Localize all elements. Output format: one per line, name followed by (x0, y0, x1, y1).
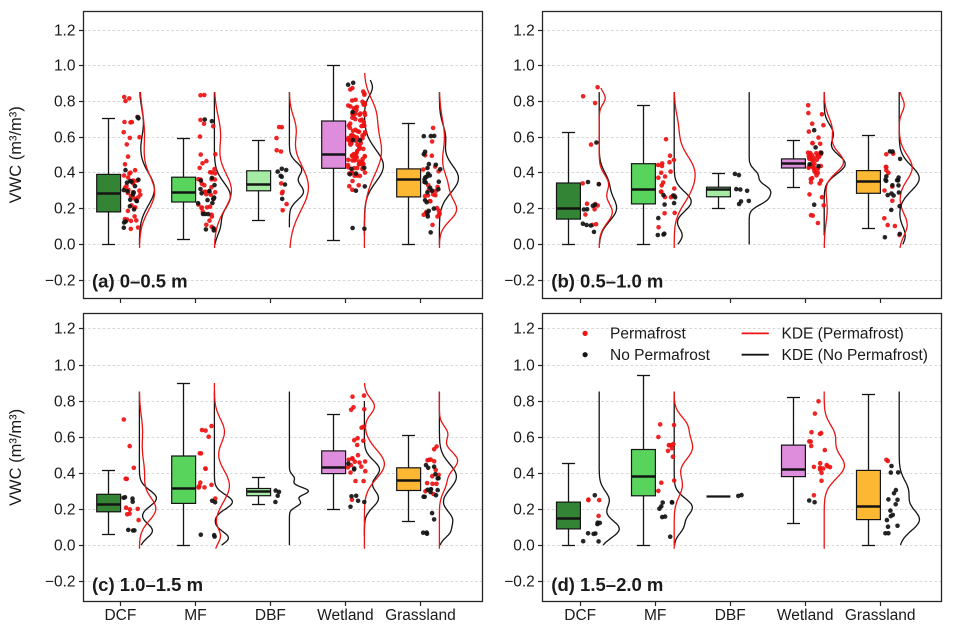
svg-text:0.6: 0.6 (513, 430, 535, 447)
svg-text:DBF: DBF (255, 607, 286, 624)
svg-text:MF: MF (184, 607, 206, 624)
svg-text:1.0: 1.0 (54, 58, 76, 75)
svg-text:KDE (No Permafrost): KDE (No Permafrost) (782, 347, 928, 364)
svg-text:0.2: 0.2 (54, 201, 76, 218)
svg-text:1.0: 1.0 (513, 358, 535, 375)
svg-text:(b) 0.5–1.0 m: (b) 0.5–1.0 m (551, 271, 663, 292)
svg-text:Wetland: Wetland (777, 607, 834, 624)
svg-text:0.0: 0.0 (513, 538, 535, 555)
svg-text:(c) 1.0–1.5 m: (c) 1.0–1.5 m (92, 574, 203, 595)
svg-text:0.8: 0.8 (54, 394, 76, 411)
svg-text:1.2: 1.2 (513, 23, 535, 40)
svg-text:0.0: 0.0 (513, 237, 535, 254)
svg-text:0.2: 0.2 (513, 201, 535, 218)
svg-text:−0.2: −0.2 (45, 574, 76, 591)
svg-text:1.2: 1.2 (54, 321, 76, 338)
svg-text:−0.2: −0.2 (45, 273, 76, 290)
svg-text:0.6: 0.6 (54, 430, 76, 447)
svg-text:1.0: 1.0 (54, 358, 76, 375)
svg-text:VWC (m³/m³): VWC (m³/m³) (7, 409, 25, 506)
svg-text:DCF: DCF (564, 607, 596, 624)
svg-text:Wetland: Wetland (317, 607, 374, 624)
svg-text:0.6: 0.6 (54, 130, 76, 147)
svg-text:Grassland: Grassland (385, 607, 456, 624)
svg-text:1.2: 1.2 (513, 321, 535, 338)
svg-text:0.0: 0.0 (54, 538, 76, 555)
svg-text:DBF: DBF (715, 607, 746, 624)
svg-text:No Permafrost: No Permafrost (610, 347, 711, 364)
svg-text:1.0: 1.0 (513, 58, 535, 75)
svg-text:0.8: 0.8 (54, 94, 76, 111)
svg-text:0.4: 0.4 (54, 466, 76, 483)
svg-text:DCF: DCF (104, 607, 136, 624)
svg-text:MF: MF (644, 607, 666, 624)
svg-text:Grassland: Grassland (845, 607, 916, 624)
svg-text:0.8: 0.8 (513, 394, 535, 411)
svg-text:(d) 1.5–2.0 m: (d) 1.5–2.0 m (551, 574, 663, 595)
svg-text:0.8: 0.8 (513, 94, 535, 111)
svg-text:−0.2: −0.2 (504, 273, 535, 290)
svg-text:0.2: 0.2 (513, 502, 535, 519)
svg-text:0.4: 0.4 (54, 165, 76, 182)
svg-text:−0.2: −0.2 (504, 574, 535, 591)
svg-text:1.2: 1.2 (54, 23, 76, 40)
svg-text:VWC (m³/m³): VWC (m³/m³) (7, 106, 25, 203)
svg-text:0.6: 0.6 (513, 130, 535, 147)
svg-text:(a) 0–0.5 m: (a) 0–0.5 m (92, 271, 188, 292)
svg-text:0.2: 0.2 (54, 502, 76, 519)
svg-text:0.4: 0.4 (513, 165, 535, 182)
svg-text:0.4: 0.4 (513, 466, 535, 483)
svg-text:Permafrost: Permafrost (610, 326, 686, 343)
svg-text:0.0: 0.0 (54, 237, 76, 254)
svg-text:KDE (Permafrost): KDE (Permafrost) (782, 326, 904, 343)
